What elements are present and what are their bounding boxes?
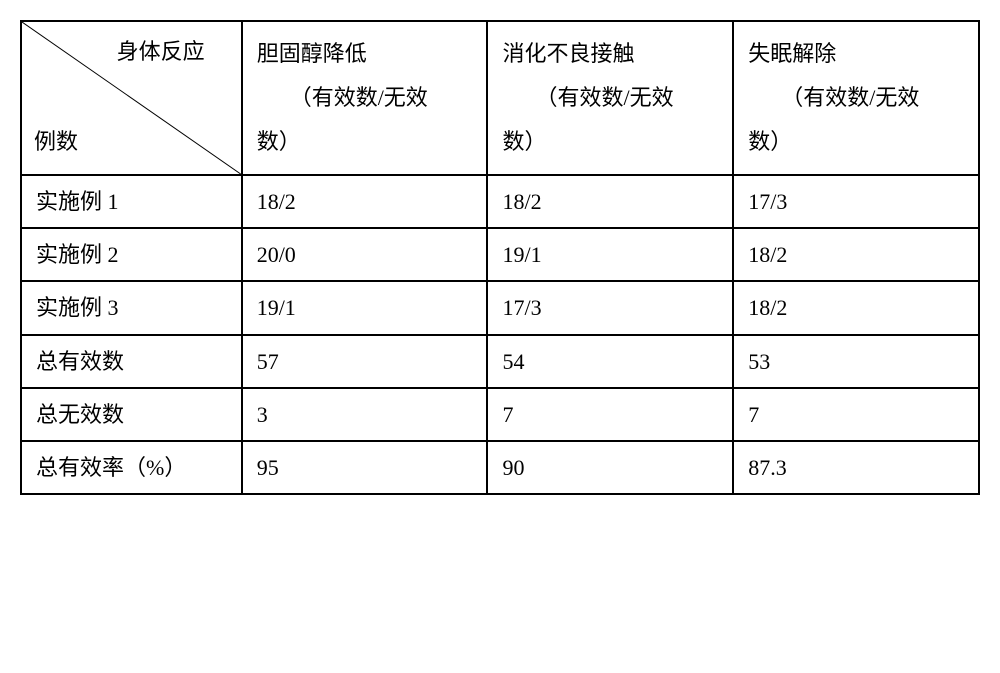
row-label: 实施例 3 [21,281,242,334]
cell: 53 [733,335,979,388]
cell: 20/0 [242,228,488,281]
col3-line1: 失眠解除 [748,32,964,76]
row-label: 实施例 2 [21,228,242,281]
col3-line3: 数） [748,120,964,164]
row-label: 总有效数 [21,335,242,388]
diagonal-top-label: 身体反应 [117,30,205,74]
col-header-2: 消化不良接触 （有效数/无效 数） [487,21,733,175]
cell: 19/1 [487,228,733,281]
col3-line2: （有效数/无效 [748,76,964,120]
results-table: 身体反应 例数 胆固醇降低 （有效数/无效 数） 消化不良接触 （有效数/无效 … [20,20,980,495]
table-row: 总无效数 3 7 7 [21,388,979,441]
table-row: 实施例 1 18/2 18/2 17/3 [21,175,979,228]
col-header-1: 胆固醇降低 （有效数/无效 数） [242,21,488,175]
col1-line1: 胆固醇降低 [257,32,473,76]
cell: 87.3 [733,441,979,494]
cell: 18/2 [733,228,979,281]
cell: 17/3 [487,281,733,334]
cell: 3 [242,388,488,441]
diagonal-bottom-label: 例数 [34,120,78,164]
cell: 95 [242,441,488,494]
col2-line2: （有效数/无效 [502,76,718,120]
cell: 17/3 [733,175,979,228]
cell: 19/1 [242,281,488,334]
table-row: 总有效数 57 54 53 [21,335,979,388]
col1-line3: 数） [257,120,473,164]
row-label: 实施例 1 [21,175,242,228]
diagonal-header-cell: 身体反应 例数 [21,21,242,175]
header-row: 身体反应 例数 胆固醇降低 （有效数/无效 数） 消化不良接触 （有效数/无效 … [21,21,979,175]
row-label: 总有效率（%） [21,441,242,494]
table-row: 实施例 3 19/1 17/3 18/2 [21,281,979,334]
col-header-3: 失眠解除 （有效数/无效 数） [733,21,979,175]
cell: 18/2 [733,281,979,334]
col2-line1: 消化不良接触 [502,32,718,76]
cell: 90 [487,441,733,494]
cell: 7 [733,388,979,441]
cell: 54 [487,335,733,388]
table-row: 总有效率（%） 95 90 87.3 [21,441,979,494]
col1-line2: （有效数/无效 [257,76,473,120]
cell: 18/2 [487,175,733,228]
cell: 7 [487,388,733,441]
row-label: 总无效数 [21,388,242,441]
table-row: 实施例 2 20/0 19/1 18/2 [21,228,979,281]
cell: 18/2 [242,175,488,228]
col2-line3: 数） [502,120,718,164]
cell: 57 [242,335,488,388]
